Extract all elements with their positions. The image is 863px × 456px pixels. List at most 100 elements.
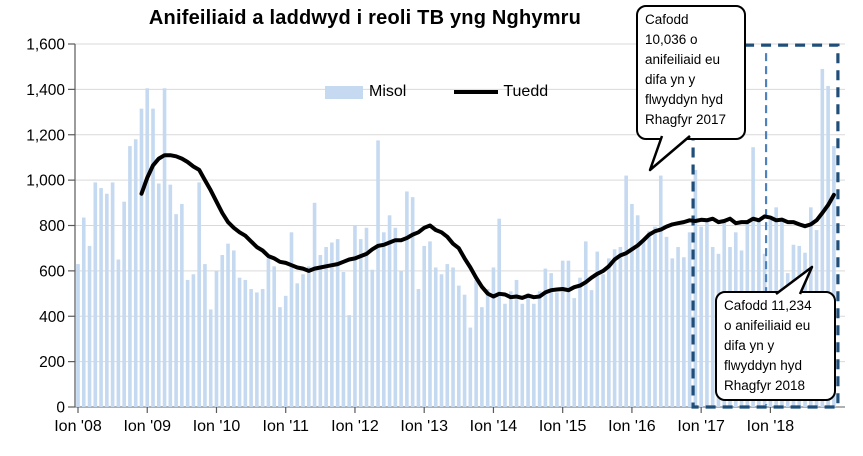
bar-month — [514, 279, 519, 407]
bar-month — [243, 279, 248, 407]
bar-month — [630, 203, 634, 407]
bar-month — [180, 203, 184, 407]
bar-month — [341, 272, 346, 407]
bar-month — [347, 315, 351, 407]
bar-month — [485, 289, 490, 407]
bar-month — [122, 201, 126, 407]
x-tick-label: Ion '14 — [470, 418, 518, 435]
bar-month — [133, 139, 138, 407]
bar-month — [497, 218, 502, 407]
bar-month — [128, 146, 132, 407]
y-tick-label: 400 — [39, 309, 65, 326]
bar-month — [751, 147, 755, 407]
bar-month — [168, 184, 173, 407]
callout-2017: Cafodd 10,036 o anifeiliaid eu difa yn y… — [636, 5, 746, 140]
bar-month — [612, 249, 617, 407]
bar-month — [647, 231, 652, 407]
bar-month — [710, 247, 715, 407]
bar-month — [664, 236, 669, 407]
legend-bars-label: Misol — [369, 83, 407, 100]
y-tick-label: 1,400 — [26, 82, 65, 99]
bar-month — [451, 267, 455, 407]
legend: Misol Tuedd — [325, 83, 548, 101]
bar-month — [705, 222, 709, 407]
x-tick-label: Ion '18 — [747, 418, 795, 435]
x-tick-label: Ion '09 — [123, 418, 171, 435]
callout-2017-tail-icon — [648, 135, 691, 172]
bar-month — [410, 197, 415, 407]
bar-month — [110, 182, 115, 407]
bar-month — [116, 259, 121, 407]
bar-month — [289, 232, 294, 407]
bar-month — [208, 309, 213, 407]
bar-month — [416, 289, 421, 407]
bar-month — [393, 227, 398, 407]
bar-month — [145, 88, 150, 407]
bar-month — [249, 289, 253, 407]
bar-month — [537, 291, 542, 407]
x-tick-label: Ion '12 — [331, 418, 379, 435]
x-axis-labels: Ion '08 Ion '09 Ion '10 Ion '11 Ion '12 Ion '… — [54, 418, 794, 435]
bar-month — [220, 254, 225, 407]
bar-month — [480, 307, 484, 407]
bar-month — [682, 257, 686, 407]
bar-month — [693, 169, 698, 407]
x-tick-label: Ion '08 — [54, 418, 102, 435]
bar-month — [278, 307, 282, 407]
bar-month — [76, 264, 80, 407]
bar-month — [231, 250, 236, 407]
bar-month — [676, 247, 680, 407]
bar-month — [382, 232, 386, 407]
bar-month — [491, 267, 496, 407]
y-tick-label: 600 — [39, 263, 65, 280]
callout-2018-tail-icon — [775, 265, 814, 295]
bar-month — [197, 182, 201, 407]
x-tick-label: Ion '10 — [193, 418, 241, 435]
bar-month — [335, 239, 340, 407]
bar-month — [641, 241, 646, 407]
bar-month — [589, 290, 594, 407]
bar-month — [526, 293, 530, 407]
bar-month — [266, 258, 271, 407]
bar-month — [318, 254, 323, 407]
bar-month — [635, 215, 640, 407]
bar-month — [191, 274, 196, 407]
trend-line — [139, 153, 836, 300]
bar-month — [520, 303, 525, 407]
bar-month — [543, 268, 548, 407]
bar-month — [399, 270, 403, 407]
bar-month — [272, 266, 276, 407]
highlight-box — [691, 43, 840, 409]
bar-month — [174, 214, 178, 407]
bar-month — [687, 232, 692, 407]
bar-month — [295, 283, 300, 407]
bar-month — [607, 258, 611, 407]
x-tick-label: Ion '17 — [677, 418, 725, 435]
bar-month — [555, 292, 559, 407]
callout-2018: Cafodd 11,234 o anifeiliaid eu difa yn y… — [715, 291, 836, 401]
bar-month — [139, 108, 144, 408]
bar-month — [474, 279, 478, 407]
bar-month — [658, 175, 663, 407]
bar-month — [439, 274, 444, 407]
bar-month — [307, 266, 311, 407]
bar-month — [324, 247, 328, 407]
bar-month — [237, 277, 242, 407]
bar-month — [508, 291, 513, 407]
bar-month — [532, 303, 536, 407]
y-tick-label: 1,000 — [26, 173, 65, 190]
bar-month — [832, 146, 836, 407]
bar-month — [87, 245, 92, 407]
bar-month — [428, 241, 432, 407]
bar-month — [618, 247, 623, 407]
y-tick-label: 800 — [39, 218, 65, 235]
legend-bar-swatch-icon — [325, 85, 363, 99]
bar-month — [560, 260, 565, 407]
x-tick-label: Ion '13 — [400, 418, 448, 435]
y-tick-label: 1,200 — [26, 127, 65, 144]
bar-month — [387, 215, 392, 407]
bar-month — [93, 182, 98, 407]
bar-month — [151, 108, 155, 408]
bar-month — [583, 241, 588, 407]
